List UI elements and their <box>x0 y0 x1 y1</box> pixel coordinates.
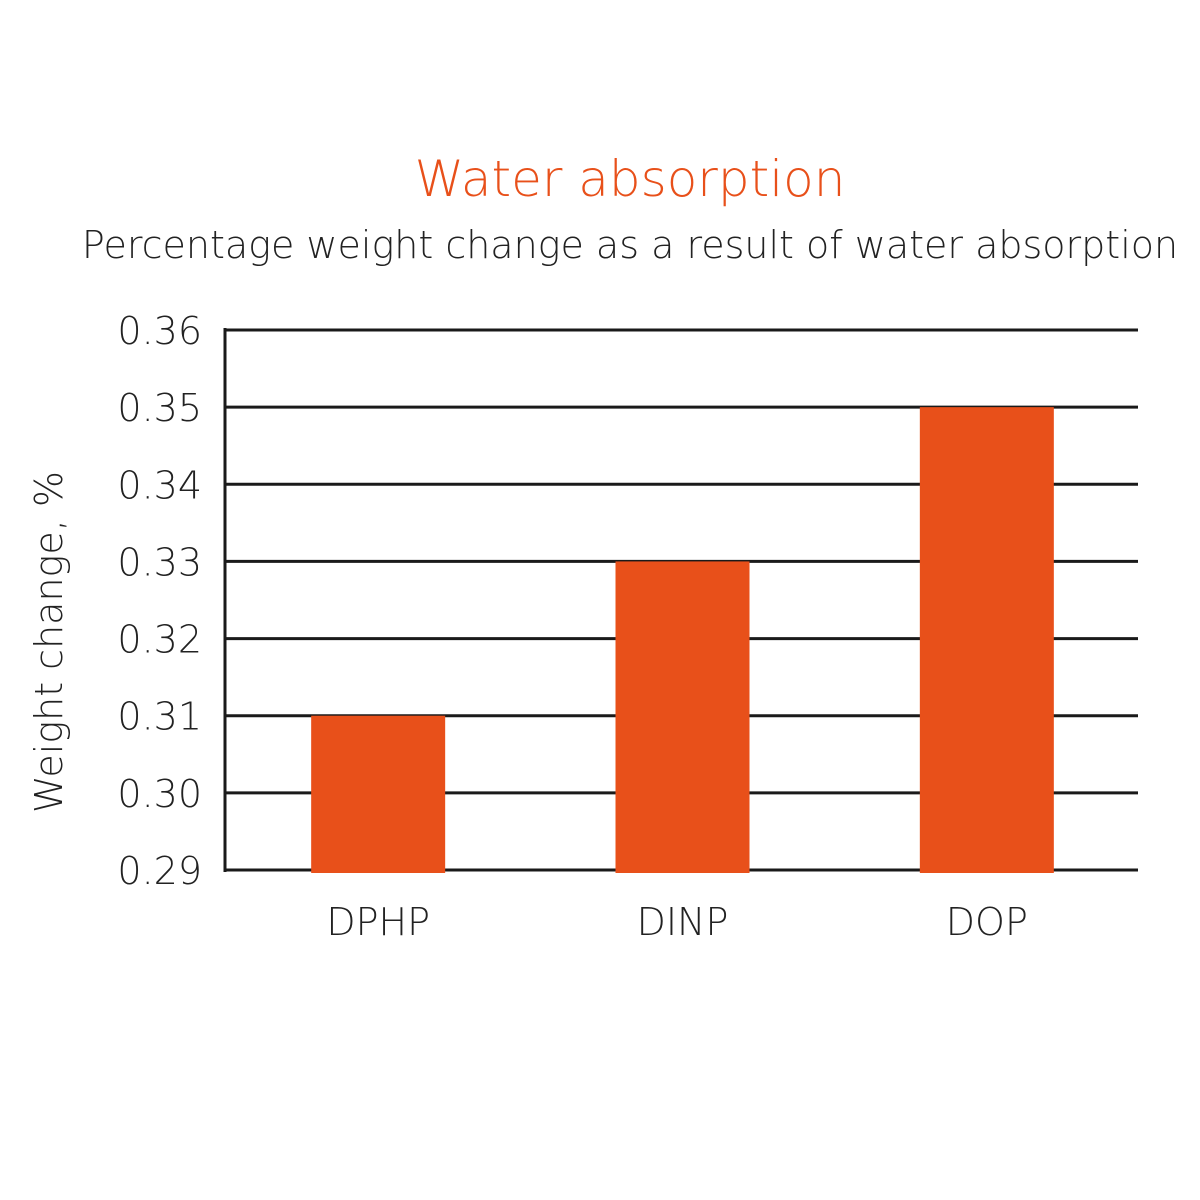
y-tick-label: 0.35 <box>117 386 202 430</box>
y-tick-label: 0.36 <box>117 309 202 353</box>
chart-title: Water absorption <box>414 150 846 208</box>
y-axis-label: Weight change, % <box>27 471 71 813</box>
bar-dinp <box>615 561 750 873</box>
bars <box>311 407 1054 873</box>
bar-dphp <box>311 715 446 873</box>
y-tick-label: 0.31 <box>117 695 202 739</box>
x-tick-label: DOP <box>946 900 1028 944</box>
x-tick-label: DINP <box>637 900 729 944</box>
chart-subtitle: Percentage weight change as a result of … <box>81 223 1179 267</box>
y-tick-labels: 0.29 0.30 0.31 0.32 0.33 0.34 0.35 0.36 <box>117 309 202 893</box>
y-tick-label: 0.29 <box>117 849 202 893</box>
x-tick-label: DPHP <box>326 900 430 944</box>
y-tick-label: 0.32 <box>117 618 202 662</box>
x-tick-labels: DPHP DINP DOP <box>326 900 1028 944</box>
y-tick-label: 0.30 <box>117 772 202 816</box>
y-tick-label: 0.34 <box>117 463 202 507</box>
bar-dop <box>919 407 1054 873</box>
y-tick-label: 0.33 <box>117 540 202 584</box>
